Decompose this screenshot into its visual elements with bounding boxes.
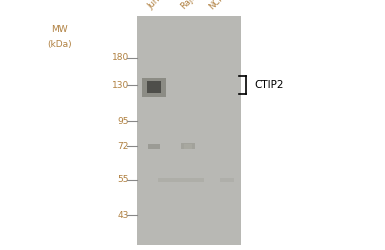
Text: 180: 180 [112,53,129,62]
Text: MW: MW [51,26,68,35]
Text: 55: 55 [117,176,129,184]
Text: 95: 95 [117,117,129,126]
Text: 43: 43 [117,210,129,220]
Text: CTIP2: CTIP2 [254,80,284,90]
Text: Jurkat: Jurkat [146,0,169,11]
FancyBboxPatch shape [147,81,161,93]
FancyBboxPatch shape [184,144,192,148]
FancyBboxPatch shape [137,16,241,245]
FancyBboxPatch shape [142,78,166,97]
Text: NCI-H929: NCI-H929 [207,0,242,11]
FancyBboxPatch shape [220,178,234,182]
FancyBboxPatch shape [181,143,195,150]
Text: (kDa): (kDa) [47,40,72,50]
FancyBboxPatch shape [148,144,160,149]
FancyBboxPatch shape [158,178,204,182]
Text: 72: 72 [117,142,129,151]
Text: 130: 130 [112,80,129,90]
Text: Raji: Raji [178,0,196,11]
